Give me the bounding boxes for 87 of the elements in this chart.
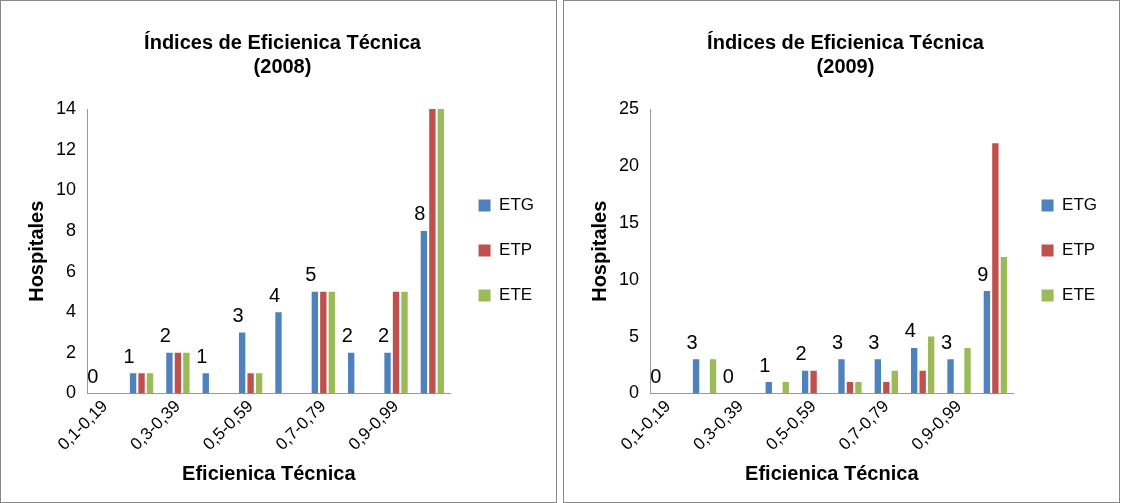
y-tick-label: 2 <box>66 341 77 362</box>
y-tick-label: 25 <box>618 97 640 118</box>
data-label: 3 <box>232 304 244 327</box>
bar <box>709 359 717 394</box>
data-label: 3 <box>940 330 953 353</box>
bar <box>810 370 817 394</box>
data-label: 1 <box>123 344 135 367</box>
bar <box>1000 256 1008 394</box>
y-tick-label: 12 <box>55 138 77 159</box>
bar <box>947 359 954 394</box>
y-tick-label: 14 <box>55 97 77 118</box>
y-tick-label: 15 <box>618 211 640 232</box>
bar <box>855 382 862 394</box>
y-tick-label: 20 <box>618 154 640 175</box>
y-tick-label: 6 <box>66 260 77 281</box>
bar <box>174 352 182 394</box>
data-label: 1 <box>759 353 771 376</box>
bar <box>964 347 971 394</box>
bar <box>392 291 400 394</box>
bar <box>255 373 263 394</box>
y-tick-label: 10 <box>55 179 77 200</box>
bar <box>846 382 854 394</box>
bar <box>801 370 809 394</box>
bar <box>275 312 282 394</box>
y-tick-label: 8 <box>66 219 77 240</box>
bar <box>328 291 335 394</box>
data-label: 3 <box>868 330 880 353</box>
bar <box>146 373 154 394</box>
data-label: 2 <box>341 324 353 347</box>
bar <box>919 370 926 394</box>
data-label: 5 <box>305 263 317 286</box>
data-label: 3 <box>831 330 844 353</box>
bar <box>247 373 254 394</box>
y-tick-label: 5 <box>629 325 640 346</box>
data-label: 8 <box>414 202 426 225</box>
legend-label: ETG <box>499 195 535 215</box>
data-label: 4 <box>904 319 916 342</box>
data-label: 9 <box>977 262 989 285</box>
bar <box>883 382 890 394</box>
legend-label: ETP <box>499 240 533 260</box>
bar <box>874 359 882 394</box>
data-label: 2 <box>377 324 390 347</box>
bar <box>765 382 772 394</box>
bar <box>401 291 408 394</box>
bar <box>129 373 137 394</box>
y-axis-title: Hospitales <box>587 200 610 302</box>
x-axis-title: Eficienica Técnica <box>182 461 357 484</box>
y-tick-label: 0 <box>629 382 640 403</box>
data-label: 0 <box>87 364 99 387</box>
bar <box>166 352 173 394</box>
legend-label: ETE <box>499 285 533 305</box>
data-label: 4 <box>268 283 281 306</box>
y-tick-label: 0 <box>66 382 77 403</box>
data-label: 2 <box>795 342 807 365</box>
legend-label: ETG <box>1062 195 1098 215</box>
data-label: 0 <box>650 364 662 387</box>
bar <box>429 109 436 394</box>
bar <box>838 359 845 394</box>
bar <box>138 373 145 394</box>
bar <box>311 291 319 394</box>
legend-label: ETP <box>1062 240 1096 260</box>
bar <box>437 109 445 394</box>
data-label: 1 <box>196 344 208 367</box>
bar <box>911 347 918 394</box>
chart-title: Índices de Eficienica Técnica (2009) <box>707 30 985 77</box>
bar <box>202 373 209 394</box>
y-axis-title: Hospitales <box>24 200 47 302</box>
bar <box>992 143 999 394</box>
bar <box>782 382 789 394</box>
y-tick-label: 4 <box>66 301 77 322</box>
bar <box>238 332 246 394</box>
bar <box>348 352 355 394</box>
legend-label: ETE <box>1062 285 1096 305</box>
bar <box>384 352 391 394</box>
bar <box>983 291 991 394</box>
y-tick-label: 10 <box>618 268 640 289</box>
bar <box>183 352 190 394</box>
data-label: 0 <box>722 364 734 387</box>
data-label: 3 <box>686 330 698 353</box>
bar <box>320 291 327 394</box>
chart-title: Índices de Eficienica Técnica (2008) <box>144 30 422 77</box>
bar <box>927 336 935 394</box>
x-axis-title: Eficienica Técnica <box>745 461 920 484</box>
bar <box>420 230 428 394</box>
bar <box>891 370 898 394</box>
bar <box>692 359 700 394</box>
data-label: 2 <box>159 324 171 347</box>
